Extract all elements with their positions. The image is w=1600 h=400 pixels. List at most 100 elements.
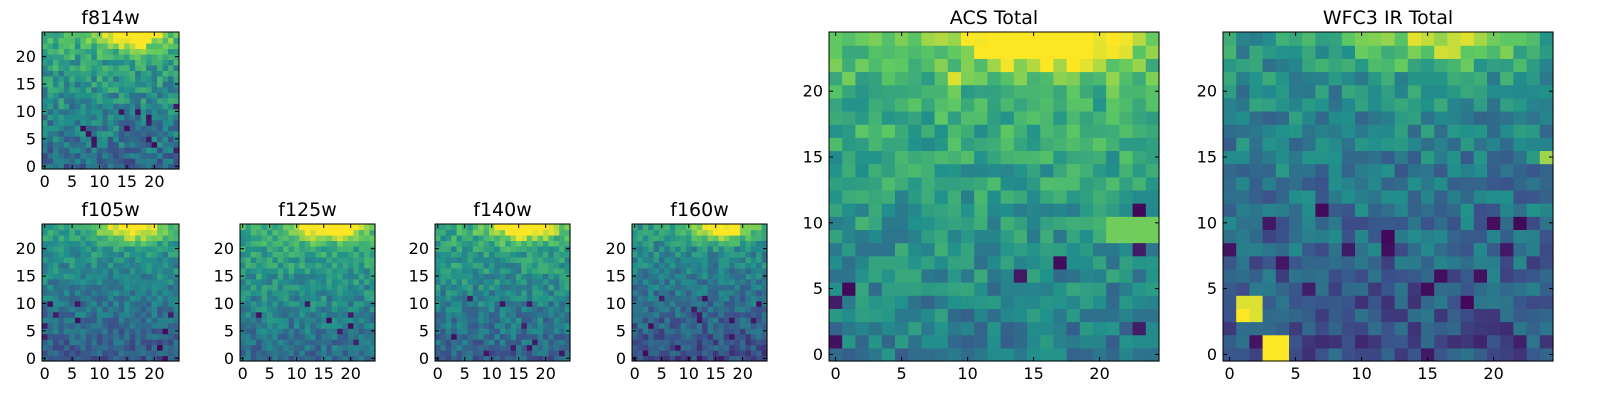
heatmap-cell bbox=[467, 273, 474, 280]
y-tick-label: 15 bbox=[16, 267, 36, 286]
heatmap-cell bbox=[91, 333, 98, 340]
heatmap-cell bbox=[543, 234, 549, 242]
heatmap-cell bbox=[146, 295, 153, 302]
heatmap-cell bbox=[1223, 150, 1237, 165]
heatmap-cell bbox=[637, 355, 644, 362]
heatmap-cell bbox=[451, 278, 458, 285]
heatmap-cell bbox=[277, 333, 284, 340]
heatmap-cell bbox=[47, 70, 54, 77]
heatmap-cell bbox=[489, 240, 495, 247]
heatmap-cell bbox=[124, 125, 131, 132]
heatmap-cell bbox=[85, 267, 92, 274]
heatmap-cell bbox=[456, 300, 463, 307]
heatmap-cell bbox=[1355, 32, 1369, 46]
heatmap-cell bbox=[63, 141, 70, 148]
heatmap-cell bbox=[331, 284, 338, 291]
heatmap-cell bbox=[74, 278, 81, 285]
heatmap-cell bbox=[472, 256, 479, 263]
heatmap-cell bbox=[829, 97, 843, 112]
heatmap-cell bbox=[135, 158, 142, 165]
heatmap-cell bbox=[855, 347, 870, 362]
heatmap-cell bbox=[283, 350, 290, 357]
heatmap-cell bbox=[256, 350, 263, 357]
heatmap-cell bbox=[934, 295, 949, 309]
heatmap-cell bbox=[718, 355, 725, 362]
heatmap-cell bbox=[294, 262, 300, 269]
heatmap-cell bbox=[696, 278, 703, 285]
heatmap-cell bbox=[52, 81, 60, 88]
heatmap-cell bbox=[451, 251, 458, 258]
heatmap-cell bbox=[974, 295, 988, 309]
heatmap-cell bbox=[974, 242, 988, 257]
heatmap-cell bbox=[173, 37, 180, 44]
heatmap-cell bbox=[543, 273, 549, 280]
heatmap-cell bbox=[1487, 176, 1501, 191]
heatmap-cell bbox=[516, 245, 522, 252]
heatmap-cell bbox=[1421, 282, 1435, 296]
heatmap-cell bbox=[240, 344, 246, 351]
heatmap-cell bbox=[1473, 282, 1488, 296]
heatmap-cell bbox=[653, 234, 660, 242]
heatmap-cell bbox=[723, 306, 730, 313]
heatmap-cell bbox=[364, 300, 371, 307]
heatmap-cell bbox=[277, 262, 284, 269]
heatmap-cell bbox=[1513, 150, 1528, 165]
heatmap-cell bbox=[723, 256, 730, 263]
heatmap-cell bbox=[118, 32, 125, 39]
heatmap-cell bbox=[648, 311, 655, 318]
heatmap-cell bbox=[1381, 150, 1396, 165]
heatmap-cell bbox=[526, 350, 533, 357]
heatmap-cell bbox=[277, 328, 284, 335]
heatmap-cell bbox=[157, 92, 164, 99]
heatmap-cell bbox=[435, 267, 441, 274]
heatmap-cell bbox=[331, 300, 338, 307]
heatmap-cell bbox=[288, 344, 295, 351]
heatmap-cell bbox=[102, 317, 109, 324]
heatmap-cell bbox=[1302, 321, 1316, 336]
heatmap-cell bbox=[505, 311, 512, 318]
heatmap-cell bbox=[331, 322, 338, 329]
heatmap-cell bbox=[1434, 45, 1448, 59]
heatmap-cell bbox=[548, 273, 555, 280]
heatmap-cell bbox=[680, 284, 687, 291]
heatmap-cell bbox=[1407, 163, 1422, 178]
heatmap-cell bbox=[261, 300, 268, 307]
heatmap-cell bbox=[740, 284, 746, 291]
heatmap-cell bbox=[1513, 110, 1528, 125]
heatmap-cell bbox=[118, 125, 125, 132]
heatmap-cell bbox=[510, 273, 517, 280]
heatmap-cell bbox=[358, 328, 365, 335]
heatmap-cell bbox=[342, 251, 349, 258]
heatmap-cell bbox=[494, 224, 501, 231]
heatmap-cell bbox=[326, 229, 333, 236]
heatmap-cell bbox=[1289, 347, 1303, 362]
heatmap-cell bbox=[1434, 255, 1448, 270]
heatmap-cell bbox=[337, 344, 344, 351]
heatmap-cell bbox=[745, 251, 752, 258]
heatmap-cell bbox=[435, 262, 441, 269]
heatmap-cell bbox=[451, 229, 458, 236]
heatmap-cell bbox=[1079, 334, 1094, 349]
heatmap-cell bbox=[750, 295, 757, 302]
heatmap-cell bbox=[505, 224, 512, 231]
heatmap-cell bbox=[85, 48, 92, 55]
heatmap-cell bbox=[494, 240, 501, 247]
heatmap-cell bbox=[162, 32, 169, 39]
heatmap-cell bbox=[146, 32, 153, 39]
heatmap-cell bbox=[750, 278, 757, 285]
heatmap-cell bbox=[135, 278, 142, 285]
heatmap-cell bbox=[173, 317, 180, 324]
heatmap-cell bbox=[908, 321, 922, 336]
heatmap-cell bbox=[1145, 242, 1160, 257]
heatmap-cell bbox=[47, 141, 54, 148]
heatmap-cell bbox=[1119, 71, 1134, 86]
heatmap-cell bbox=[908, 84, 922, 99]
heatmap-cell bbox=[445, 328, 452, 335]
x-tick-label: 0 bbox=[630, 364, 640, 383]
heatmap-cell bbox=[740, 311, 746, 318]
heatmap-cell bbox=[553, 229, 560, 236]
heatmap-cell bbox=[364, 289, 371, 296]
heatmap-cell bbox=[342, 344, 349, 351]
heatmap-cell bbox=[516, 306, 522, 313]
heatmap-cell bbox=[1315, 203, 1330, 217]
